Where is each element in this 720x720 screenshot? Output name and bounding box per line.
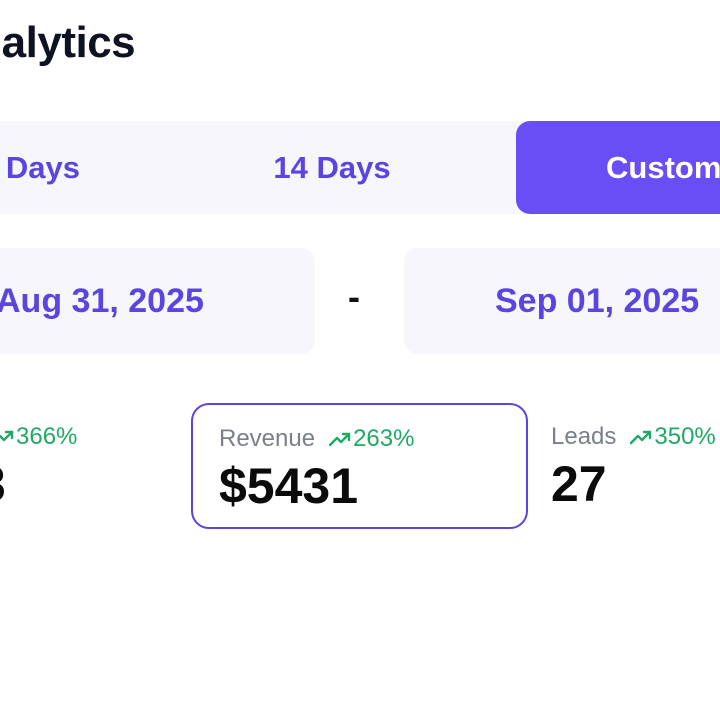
metric-label: Revenue — [219, 425, 316, 452]
metric-label: Leads — [551, 423, 617, 450]
metric-trend: 366% — [0, 423, 77, 451]
metric-label-row: 366% — [0, 423, 77, 451]
metric-change: 366% — [16, 423, 78, 450]
tab-custom[interactable]: Custom — [516, 121, 720, 214]
metric-value: 3 — [0, 455, 6, 513]
date-separator: - — [348, 276, 360, 317]
metric-change: 263% — [353, 425, 415, 452]
end-date-field[interactable]: Sep 01, 2025 — [404, 248, 720, 354]
tab-14-days[interactable]: 14 Days — [273, 149, 391, 185]
metric-value: 27 — [551, 456, 607, 512]
trend-up-icon — [630, 430, 652, 445]
metric-value: $5431 — [219, 458, 359, 514]
metric-change: 350% — [654, 423, 716, 450]
trend-up-icon — [329, 432, 351, 447]
metric-label-row: Revenue 263% — [219, 425, 414, 453]
trend-up-icon — [0, 430, 14, 442]
metric-label-row: Leads 350% — [551, 423, 716, 451]
metric-trend: 263% — [329, 425, 414, 453]
metric-card-orders[interactable]: 366% 3 — [0, 403, 110, 529]
metric-card-leads[interactable]: Leads 350% 27 — [533, 403, 720, 529]
tab-7-days[interactable]: 7 Days — [0, 149, 80, 185]
page-title: Analytics — [0, 18, 136, 67]
metric-trend: 350% — [630, 423, 716, 451]
metric-card-revenue[interactable]: Revenue 263% $5431 — [191, 403, 528, 529]
start-date-field[interactable]: Aug 31, 2025 — [0, 248, 315, 354]
